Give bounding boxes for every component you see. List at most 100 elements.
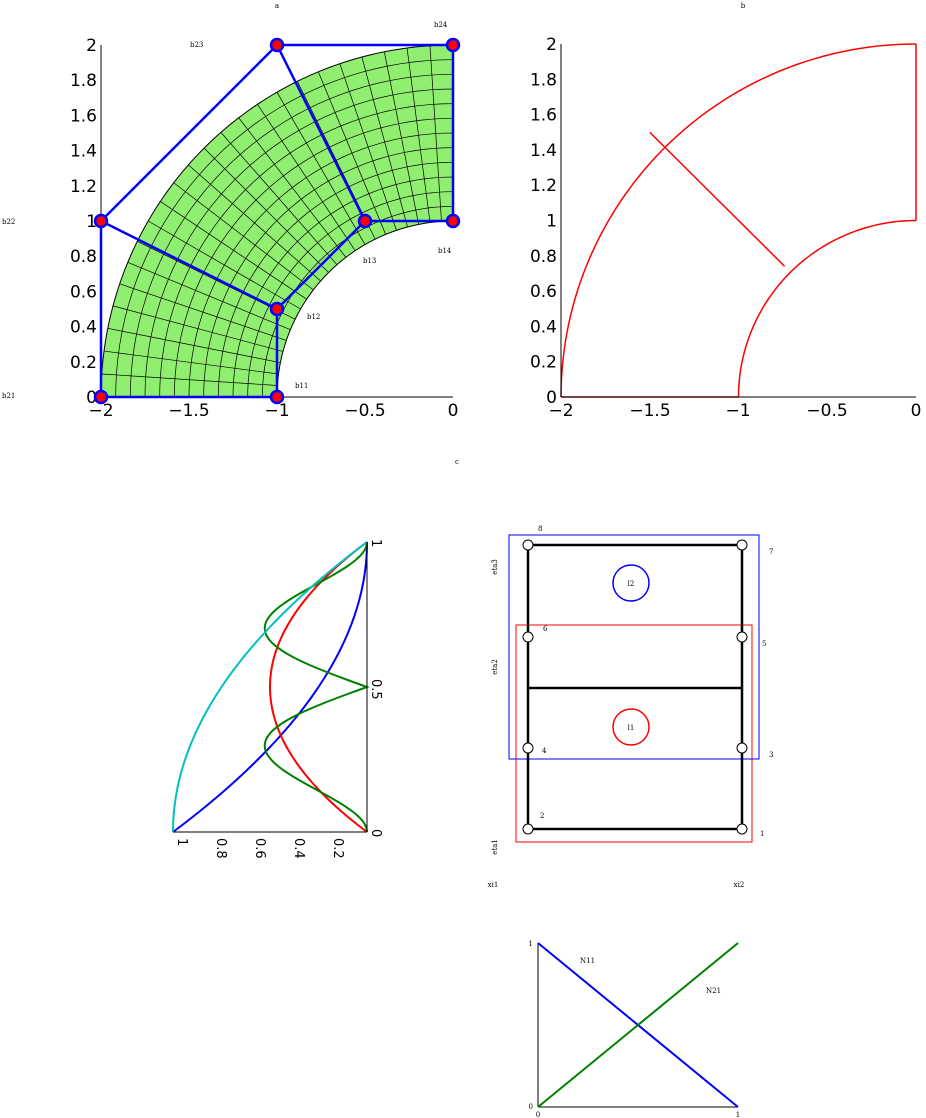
basis-curves [172,541,370,833]
mesh-line [217,161,454,398]
panel-a-label: a [275,2,279,10]
axis-label-xi1: xi1 [488,881,499,889]
panel-b: b 0 0.2 0.4 0.6 0.8 1 1.2 1.4 1.6 1.8 2 −2 −1.5 −1… [530,2,921,421]
y-tick: 0.4 [530,317,557,337]
tick: 0.4 [291,838,306,859]
x-tick: −1 [725,401,750,421]
node [522,742,534,754]
node-labels: 1 2 3 4 5 6 7 8 [538,525,773,838]
split-line [649,131,786,267]
x-tick: 0 [911,401,922,421]
panel-c-label: c [455,458,459,466]
mesh-line [261,205,454,398]
panel-b-label: b [741,2,746,10]
node-label: 3 [769,751,773,759]
control-point [445,213,461,229]
x-tick: 0 [448,401,459,421]
y-tick: 0 [546,388,557,408]
node [522,823,534,835]
y-tick: 0 [529,1103,533,1111]
tick: 0 [368,829,383,837]
x-tick: 1 [736,1111,740,1118]
panel-b-x-ticks: −2 −1.5 −1 −0.5 0 [548,401,921,421]
y-tick: 1.6 [70,106,97,126]
x-tick: −2 [548,401,573,421]
panel-a-y-ticks: 0 0.2 0.4 0.6 0.8 1 1.2 1.4 1.6 1.8 2 [70,36,97,408]
basis-curve-1 [172,541,368,833]
mesh-line [129,73,454,398]
y-tick: 0.8 [530,247,557,267]
tick: 1 [368,539,383,547]
y-tick: 0.6 [70,282,97,302]
element-label-l1: l1 [628,724,635,732]
node [522,631,534,643]
point-label-b21: b21 [2,392,15,400]
basis-curve-3 [263,541,370,833]
point-label-b12: b12 [307,313,320,321]
x-tick: −0.5 [806,401,847,421]
control-point [269,389,285,405]
y-tick: 1.8 [70,71,97,91]
control-point [357,213,373,229]
tick: 0.8 [213,838,228,859]
basis-curve-2 [268,541,368,833]
y-tick: 0.6 [530,282,557,302]
y-tick: 1 [86,212,97,232]
inner-arc [737,219,917,398]
x-tick: 0 [536,1111,540,1118]
y-tick: 0.2 [530,353,557,373]
node [736,823,748,835]
node [522,539,534,551]
point-label-b24: b24 [434,21,448,29]
y-tick: 2 [546,35,557,55]
node [736,539,748,551]
node-label: 1 [760,830,764,838]
y-tick: 1.8 [530,70,557,90]
y-tick: 0.8 [70,247,97,267]
node-label: 6 [543,625,548,633]
y-tick: 1.4 [530,141,557,161]
panel-c: c 1 0.8 0.6 0.4 0.2 0 0.5 1 [172,458,459,859]
panel-a-x-ticks: −2 −1.5 −1 −0.5 0 [88,401,458,421]
axis-label-xi2: xi2 [734,881,745,889]
node-label: 8 [538,525,542,533]
point-label-b14: b14 [438,247,452,255]
node-label: 5 [762,640,766,648]
y-tick: 1.4 [70,142,97,162]
point-label-b22: b22 [2,218,15,226]
mesh [100,44,454,398]
mesh-line [115,59,454,398]
control-point-labels: b11 b12 b13 b14 b21 b22 b23 b24 [2,21,452,400]
mesh-line [188,132,454,398]
panel-d: l1 l2 1 2 3 4 5 6 7 8 eta3 eta2 eta1 xi1… [488,525,774,889]
mesh-lines [526,543,744,831]
y-tick: 0.2 [70,353,97,373]
x-tick: −1.5 [168,401,209,421]
mesh-line [173,117,454,398]
y-tick: 1 [546,212,557,232]
n11-label: N11 [580,957,595,965]
element-1-marker [612,708,650,746]
node [736,631,748,643]
node [736,742,748,754]
y-tick: 0.4 [70,318,97,338]
axis-label-eta2: eta2 [491,659,499,675]
x-tick: −2 [88,401,113,421]
n21-label: N21 [706,987,721,995]
point-label-b23: b23 [190,41,203,49]
control-point [269,301,285,317]
x-tick: −1.5 [629,401,670,421]
mesh-line [203,147,454,398]
n21-line [537,942,739,1108]
mesh-line [144,88,454,398]
y-tick: 0 [86,388,97,408]
unused [301,542,367,832]
element-1-box [515,624,753,843]
mesh-line [232,176,454,398]
node-label: 2 [540,812,544,820]
element-2-box [508,534,760,760]
panel-e: N11 N21 1 0 0 1 [529,940,741,1118]
panel-a: a 0 0.2 0.4 0.6 0.8 1 1.2 1.4 1.6 1.8 2 −2 −1.5 −1… [2,2,461,421]
control-net-segment [100,219,278,311]
